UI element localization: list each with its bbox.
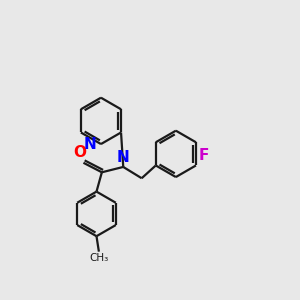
Text: CH₃: CH₃: [89, 254, 109, 263]
Text: F: F: [198, 148, 209, 163]
Text: N: N: [117, 151, 129, 166]
Text: N: N: [84, 136, 97, 152]
Text: O: O: [73, 146, 86, 160]
